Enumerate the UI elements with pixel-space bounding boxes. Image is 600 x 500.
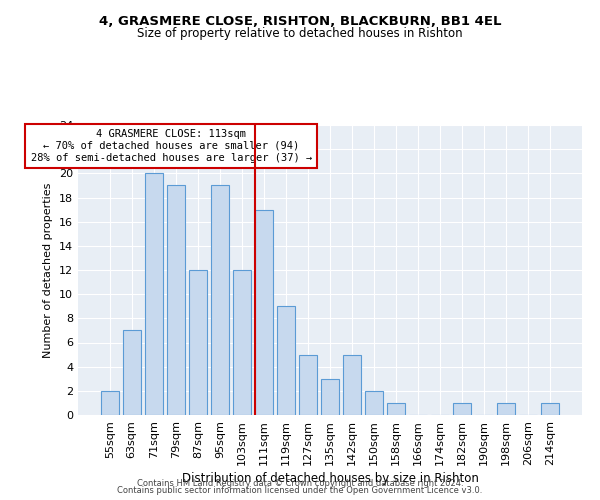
Bar bbox=[365, 391, 383, 415]
Bar bbox=[277, 306, 295, 415]
Bar bbox=[255, 210, 273, 415]
Bar bbox=[211, 186, 229, 415]
X-axis label: Distribution of detached houses by size in Rishton: Distribution of detached houses by size … bbox=[182, 472, 478, 485]
Bar bbox=[387, 403, 405, 415]
Bar bbox=[299, 354, 317, 415]
Bar bbox=[454, 403, 471, 415]
Bar bbox=[145, 174, 163, 415]
Y-axis label: Number of detached properties: Number of detached properties bbox=[43, 182, 53, 358]
Bar bbox=[233, 270, 251, 415]
Bar bbox=[167, 186, 185, 415]
Bar bbox=[101, 391, 119, 415]
Bar bbox=[343, 354, 361, 415]
Bar bbox=[541, 403, 559, 415]
Text: Contains public sector information licensed under the Open Government Licence v3: Contains public sector information licen… bbox=[118, 486, 482, 495]
Bar bbox=[189, 270, 206, 415]
Bar bbox=[497, 403, 515, 415]
Text: 4, GRASMERE CLOSE, RISHTON, BLACKBURN, BB1 4EL: 4, GRASMERE CLOSE, RISHTON, BLACKBURN, B… bbox=[99, 15, 501, 28]
Bar bbox=[321, 379, 339, 415]
Bar bbox=[123, 330, 140, 415]
Text: 4 GRASMERE CLOSE: 113sqm
← 70% of detached houses are smaller (94)
28% of semi-d: 4 GRASMERE CLOSE: 113sqm ← 70% of detach… bbox=[31, 130, 312, 162]
Text: Contains HM Land Registry data © Crown copyright and database right 2024.: Contains HM Land Registry data © Crown c… bbox=[137, 478, 463, 488]
Text: Size of property relative to detached houses in Rishton: Size of property relative to detached ho… bbox=[137, 28, 463, 40]
